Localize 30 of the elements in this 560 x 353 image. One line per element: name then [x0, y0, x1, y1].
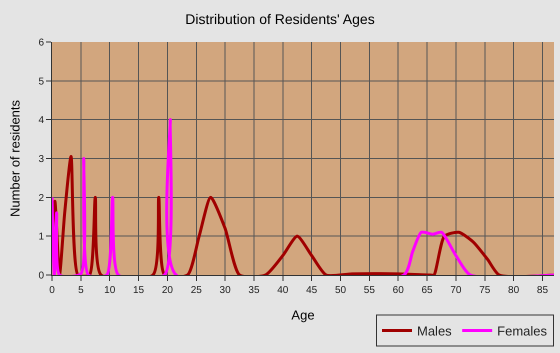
x-tick-label: 30 — [220, 285, 232, 296]
y-tick-label: 3 — [38, 154, 44, 165]
legend-label: Males — [417, 324, 452, 339]
x-tick-label: 85 — [536, 285, 548, 296]
x-tick-label: 65 — [421, 285, 434, 296]
x-tick-label: 70 — [450, 285, 462, 296]
y-axis-title: Number of residents — [7, 99, 22, 218]
x-tick-label: 35 — [248, 285, 260, 296]
x-tick-label: 15 — [132, 285, 145, 296]
x-tick-label: 75 — [479, 285, 491, 296]
x-tick-label: 0 — [49, 285, 56, 296]
y-tick-label: 4 — [38, 115, 44, 126]
x-tick-label: 40 — [277, 285, 289, 296]
x-tick-label: 80 — [508, 285, 520, 296]
x-tick-label: 5 — [78, 285, 84, 296]
y-tick-label: 0 — [38, 270, 44, 282]
x-tick-label: 60 — [392, 285, 404, 296]
legend-label: Females — [497, 324, 548, 339]
y-tick-label: 1 — [38, 232, 44, 243]
x-axis-title: Age — [291, 308, 315, 323]
x-tick-label: 55 — [364, 285, 376, 296]
x-tick-label: 45 — [306, 285, 318, 296]
x-tick-label: 10 — [104, 285, 116, 296]
y-tick-label: 5 — [38, 76, 44, 88]
x-tick-label: 20 — [162, 285, 174, 296]
y-tick-label: 2 — [38, 192, 44, 204]
chart-title: Distribution of Residents' Ages — [185, 10, 375, 27]
x-tick-label: 25 — [190, 285, 202, 296]
x-tick-label: 50 — [334, 285, 347, 296]
y-tick-label: 6 — [38, 38, 44, 48]
